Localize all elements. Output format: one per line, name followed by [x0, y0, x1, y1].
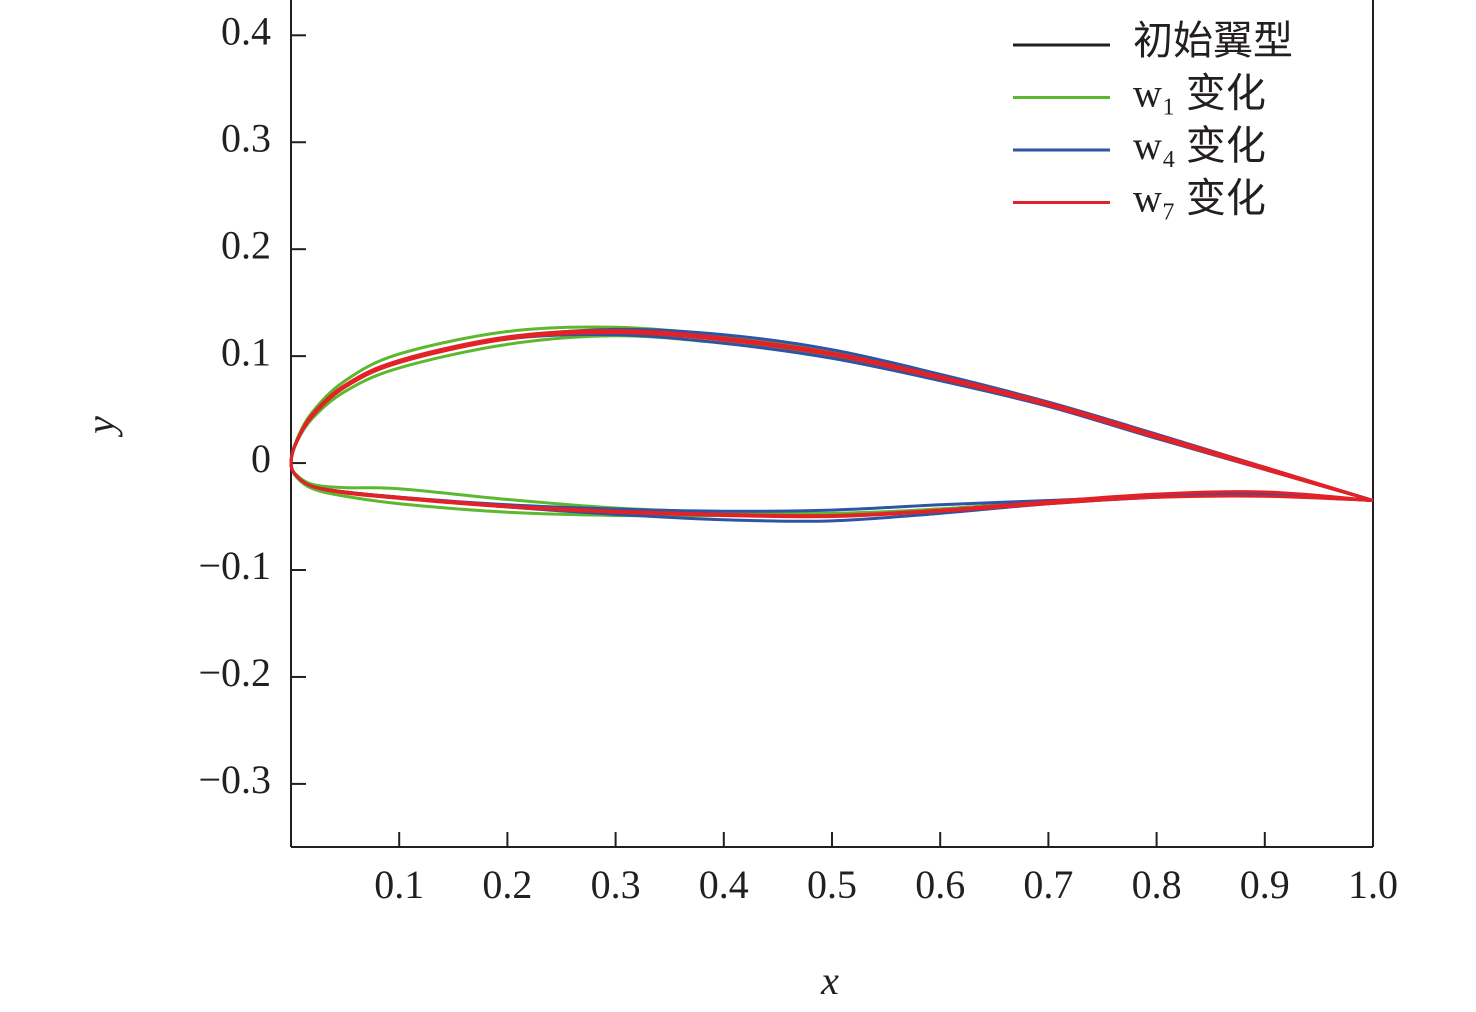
legend-label: w₇ 变化 — [1133, 176, 1266, 221]
legend-label: w₁ 变化 — [1133, 71, 1266, 116]
y-tick-label: 0.3 — [221, 115, 271, 160]
x-tick-label: 0.2 — [482, 862, 532, 907]
y-tick-label: 0.2 — [221, 222, 271, 267]
airfoil-line — [289, 332, 1374, 513]
x-tick-label: 0.5 — [807, 862, 857, 907]
airfoil-line — [289, 334, 1374, 518]
y-tick-label: 0.1 — [221, 329, 271, 374]
x-tick-label: 0.7 — [1023, 862, 1073, 907]
x-tick-label: 0.8 — [1132, 862, 1182, 907]
y-tick-label: −0.3 — [198, 757, 271, 802]
x-tick-label: 0.3 — [591, 862, 641, 907]
y-tick-label: 0 — [251, 436, 271, 481]
legend-label: 初始翼型 — [1133, 18, 1293, 63]
legend-label: w₄ 变化 — [1133, 123, 1266, 168]
x-tick-label: 0.9 — [1240, 862, 1290, 907]
y-tick-label: −0.1 — [198, 543, 271, 588]
x-axis-label: x — [820, 958, 839, 1003]
y-axis-label: y — [78, 416, 123, 438]
y-tick-label: 0.4 — [221, 8, 271, 53]
airfoil-line — [289, 331, 1374, 519]
x-tick-label: 0.4 — [699, 862, 749, 907]
x-tick-label: 0.6 — [915, 862, 965, 907]
x-tick-label: 1.0 — [1348, 862, 1398, 907]
y-tick-label: −0.2 — [198, 650, 271, 695]
x-tick-label: 0.1 — [374, 862, 424, 907]
